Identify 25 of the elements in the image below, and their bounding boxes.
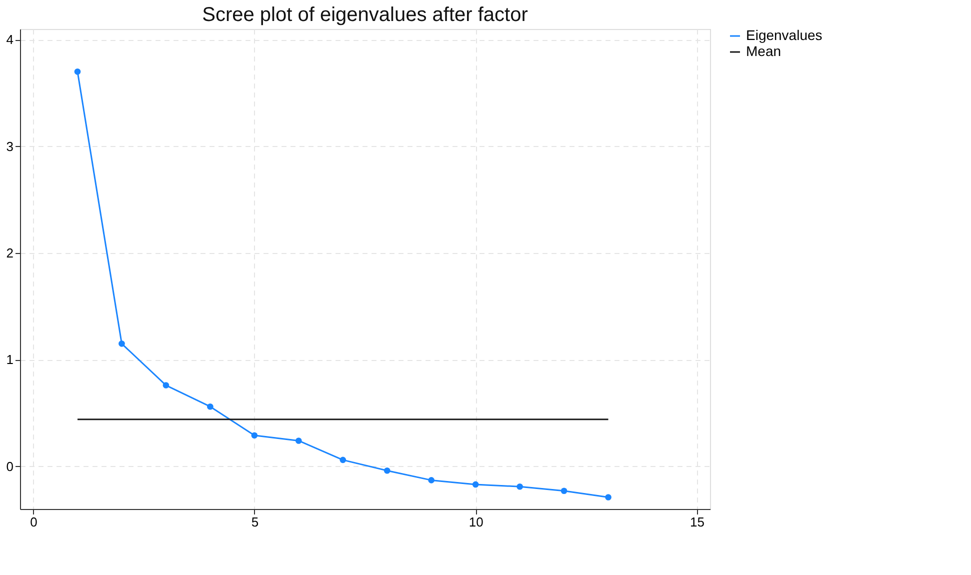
legend-label: Eigenvalues xyxy=(746,27,822,43)
y-tick-label: 1 xyxy=(6,352,14,368)
chart-title: Scree plot of eigenvalues after factor xyxy=(202,4,528,26)
point xyxy=(516,483,523,490)
point xyxy=(251,432,258,439)
y-tick-label: 0 xyxy=(6,458,14,474)
point xyxy=(207,403,214,410)
y-tick-label: 2 xyxy=(6,246,14,260)
y-tick-label: 3 xyxy=(6,138,14,154)
x-tick-label: 10 xyxy=(468,514,484,530)
point xyxy=(118,340,125,347)
point xyxy=(74,68,81,75)
legend-label: Mean xyxy=(746,43,782,59)
point xyxy=(472,481,479,488)
point xyxy=(162,382,170,388)
point xyxy=(560,488,568,494)
point xyxy=(384,467,390,474)
y-tick-label: 4 xyxy=(6,32,14,48)
point xyxy=(605,494,612,500)
x-tick-label: 5 xyxy=(251,514,259,530)
x-tick-label: 0 xyxy=(30,514,38,530)
point xyxy=(295,438,302,444)
point xyxy=(340,456,346,464)
x-tick-label: 15 xyxy=(690,514,704,530)
point xyxy=(428,477,435,484)
